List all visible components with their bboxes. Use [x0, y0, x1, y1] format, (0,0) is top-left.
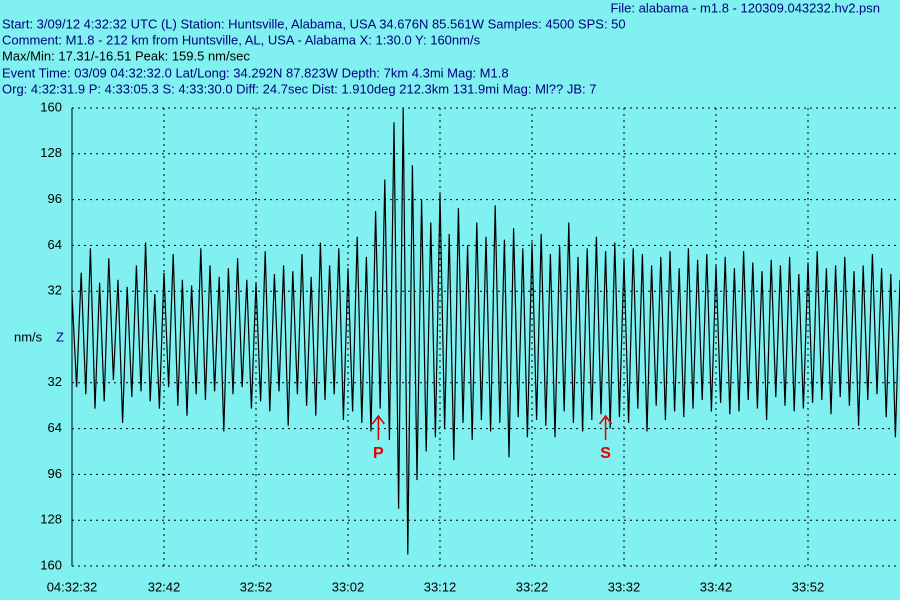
x-tick-label: 33:12: [424, 579, 457, 594]
arrow: [371, 414, 385, 440]
x-tick-label: 32:52: [240, 579, 273, 594]
y-tick-label: 96: [48, 466, 62, 481]
y-tick-label: 96: [48, 191, 62, 206]
phase-label: P: [373, 445, 384, 462]
phase-label: S: [600, 445, 611, 462]
x-tick-label: 33:22: [516, 579, 549, 594]
y-tick-label: 32: [48, 374, 62, 389]
y-tick-label: 128: [40, 145, 62, 160]
header-line: Comment: M1.8 - 212 km from Huntsville, …: [2, 32, 481, 47]
y-tick-label: 64: [48, 420, 62, 435]
x-tick-label: 32:42: [148, 579, 181, 594]
x-tick-label: 33:52: [792, 579, 825, 594]
file-name: File: alabama - m1.8 - 120309.043232.hv2…: [610, 0, 880, 15]
header-line: Max/Min: 17.31/-16.51 Peak: 159.5 nm/sec: [2, 48, 250, 63]
header-line: Org: 4:32:31.9 P: 4:33:05.3 S: 4:33:30.0…: [2, 81, 597, 96]
y-tick-label: 64: [48, 237, 62, 252]
header-line: Event Time: 03/09 04:32:32.0 Lat/Long: 3…: [2, 65, 509, 80]
x-tick-label: 33:42: [700, 579, 733, 594]
header-line: Start: 3/09/12 4:32:32 UTC (L) Station: …: [2, 16, 626, 31]
waveform: [71, 108, 900, 555]
x-tick-label: 33:02: [332, 579, 365, 594]
x-tick-label: 33:32: [608, 579, 641, 594]
y-tick-label: 160: [40, 557, 62, 572]
y-tick-label: 32: [48, 283, 62, 298]
y-axis-label: nm/s: [14, 329, 43, 344]
x-tick-label: 04:32:32: [47, 579, 98, 594]
channel-label: Z: [56, 329, 64, 344]
y-tick-label: 160: [40, 99, 62, 114]
y-tick-label: 128: [40, 512, 62, 527]
arrow: [599, 414, 613, 440]
